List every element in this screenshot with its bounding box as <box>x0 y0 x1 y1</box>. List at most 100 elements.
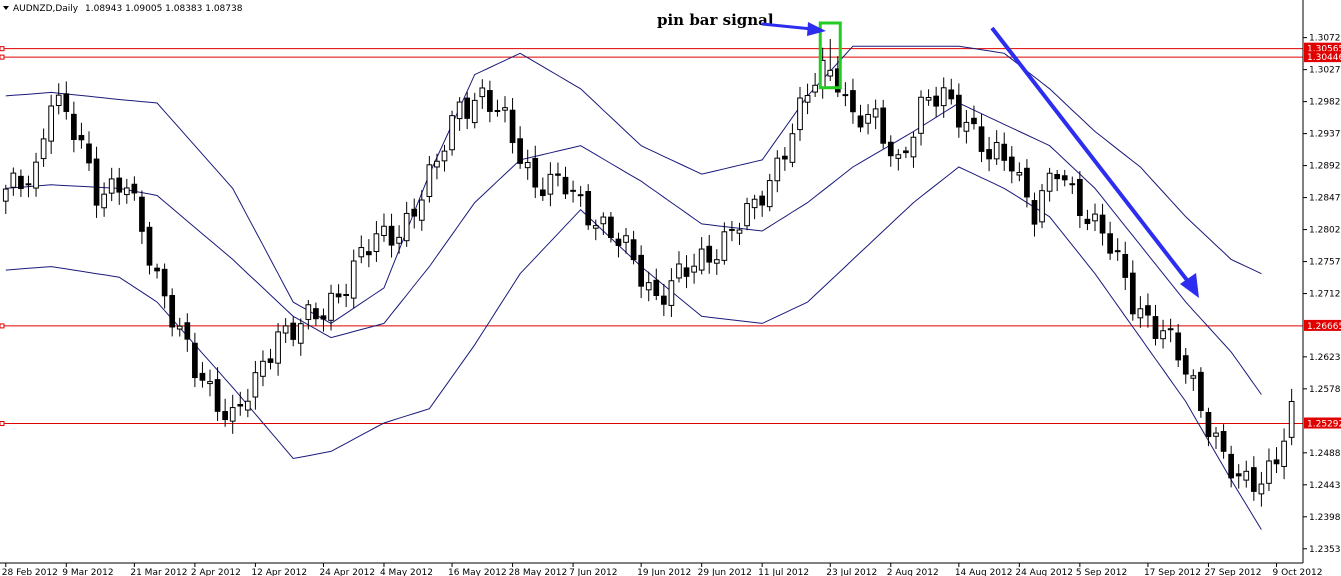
price-tick-label: 1.24880 <box>1309 449 1341 459</box>
bull-candle-body <box>797 97 803 131</box>
date-tick-label: 27 Sep 2012 <box>1204 568 1261 576</box>
candle <box>736 222 743 245</box>
candle <box>570 180 576 203</box>
price-tick-label: 1.25780 <box>1309 385 1341 395</box>
candle <box>925 89 932 106</box>
candle <box>1107 221 1113 260</box>
candle <box>698 237 705 275</box>
bear-candle-body <box>608 216 614 239</box>
date-tick-label: 29 Jun 2012 <box>698 568 752 576</box>
candle <box>297 318 304 356</box>
dropdown-triangle-icon[interactable] <box>3 6 9 10</box>
bear-candle-body <box>93 158 100 206</box>
candle <box>1061 169 1068 187</box>
bull-candle-body <box>252 372 259 398</box>
bull-candle-body <box>418 199 425 221</box>
candle <box>1084 209 1091 231</box>
bull-candle-body <box>1092 213 1098 222</box>
candle <box>676 251 682 283</box>
bull-candle-body <box>358 247 365 258</box>
candle <box>275 322 281 376</box>
bear-candle-body <box>887 141 894 157</box>
candle <box>592 219 599 241</box>
bear-candle-body <box>1152 316 1159 339</box>
candle <box>176 317 183 337</box>
bull-candle-body <box>865 113 871 124</box>
level-handle[interactable] <box>0 54 5 60</box>
candle <box>63 81 70 120</box>
bear-candle-body <box>986 149 992 160</box>
candle <box>653 268 660 301</box>
candle <box>10 167 17 196</box>
bear-candle-body <box>1273 459 1280 465</box>
price-tick-label: 1.23980 <box>1309 513 1341 523</box>
candle <box>381 213 387 242</box>
candle <box>1273 447 1280 474</box>
bear-candle-body <box>1250 467 1257 492</box>
chart-header[interactable]: AUDNZD,Daily 1.08943 1.09005 1.08383 1.0… <box>3 4 243 14</box>
candle <box>555 162 561 187</box>
candle <box>615 232 622 258</box>
bear-candle-body <box>487 90 493 112</box>
bear-candle-body <box>237 403 244 407</box>
candle <box>1129 260 1136 321</box>
candle <box>101 182 107 217</box>
bull-candle-body <box>1046 172 1053 192</box>
bear-candle-body <box>1145 305 1151 316</box>
candle <box>857 104 864 133</box>
candle <box>48 94 55 154</box>
date-tick-label: 16 May 2012 <box>448 568 507 576</box>
candle <box>524 149 531 180</box>
bull-candle-body <box>918 96 924 134</box>
bear-candle-body <box>971 117 977 125</box>
bull-candle-body <box>350 260 357 299</box>
candle <box>1250 456 1257 501</box>
bull-candle-body <box>910 136 917 158</box>
candle <box>797 86 803 141</box>
candle <box>759 190 766 217</box>
level-handle[interactable] <box>0 323 5 329</box>
candle <box>933 86 939 117</box>
candle <box>1235 464 1242 489</box>
bear-candle-body <box>653 279 660 296</box>
candle <box>978 114 985 163</box>
candle <box>1016 162 1023 182</box>
bull-candle-body <box>282 325 289 334</box>
bull-candle-body <box>524 161 531 169</box>
bull-candle-body <box>827 69 834 77</box>
date-tick-label: 7 Jun 2012 <box>569 568 617 576</box>
date-tick-label: 17 Sep 2012 <box>1144 568 1201 576</box>
bear-candle-body <box>978 126 985 152</box>
candle <box>131 176 138 201</box>
date-tick-label: 23 Jul 2012 <box>826 568 877 576</box>
bear-candle-body <box>366 251 372 256</box>
candle <box>146 221 153 275</box>
candle <box>1190 369 1197 391</box>
level-handle[interactable] <box>0 421 5 427</box>
bear-candle-body <box>539 189 546 197</box>
band-upper-line <box>5 45 1262 324</box>
candle <box>638 245 644 299</box>
date-tick-label: 28 May 2012 <box>509 568 568 576</box>
bear-candle-body <box>585 191 592 226</box>
price-tick-label: 1.30720 <box>1309 34 1341 44</box>
bull-candle-body <box>895 154 902 159</box>
candle <box>532 145 539 199</box>
bear-candle-body <box>782 155 788 160</box>
level-handle[interactable] <box>0 46 5 52</box>
bear-candle-body <box>850 90 856 113</box>
bear-candle-body <box>1024 167 1030 198</box>
candle <box>252 360 259 410</box>
bear-candle-body <box>683 267 690 277</box>
candle <box>1198 367 1204 418</box>
bear-candle-body <box>857 115 864 128</box>
candle <box>1182 347 1189 384</box>
bull-candle-body <box>1288 400 1295 438</box>
candle <box>184 313 191 352</box>
candle <box>403 201 410 247</box>
bear-candle-body <box>1182 355 1189 375</box>
bull-candle-body <box>456 101 463 120</box>
candle <box>139 190 145 245</box>
bull-candle-body <box>434 160 440 168</box>
